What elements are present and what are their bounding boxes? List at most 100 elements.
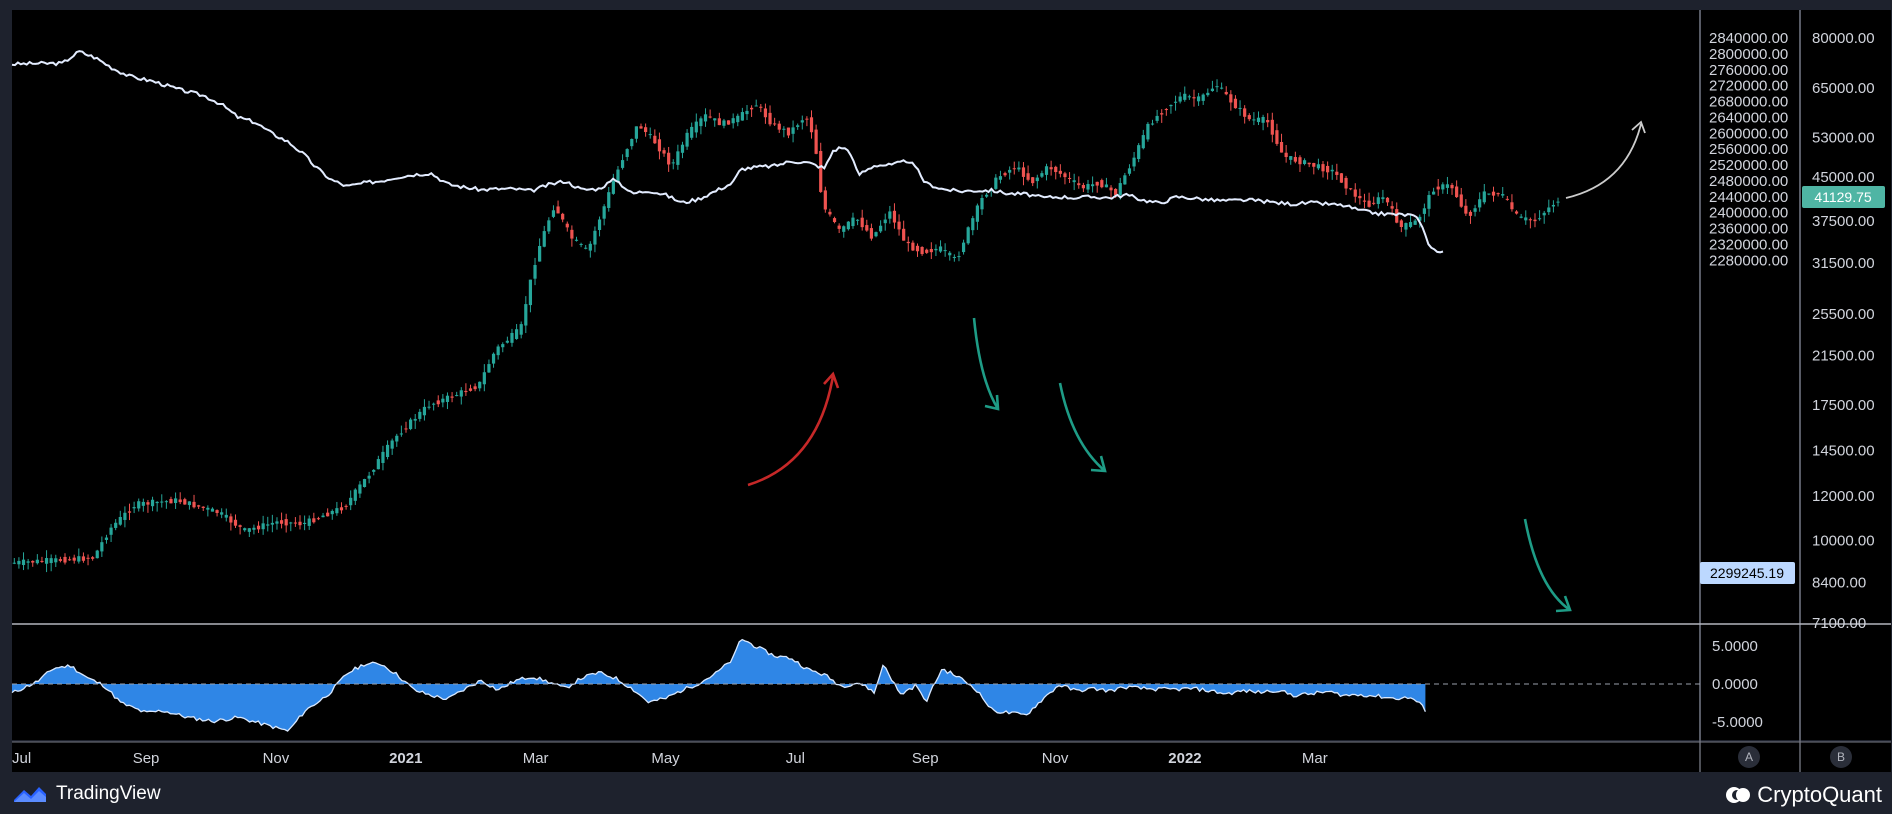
candle-body bbox=[800, 120, 804, 123]
candle-body bbox=[920, 247, 924, 255]
x-tick-label: Mar bbox=[523, 750, 549, 767]
candle-body bbox=[104, 537, 109, 540]
candle-body bbox=[625, 149, 629, 158]
candle-body bbox=[1441, 184, 1445, 190]
x-tick-label: Nov bbox=[1042, 750, 1069, 767]
candle-body bbox=[284, 519, 288, 526]
gray-up-arrow bbox=[1565, 123, 1642, 199]
candle-body bbox=[952, 256, 956, 259]
candle-body bbox=[289, 522, 293, 524]
candle-body bbox=[501, 344, 505, 348]
candle-body bbox=[95, 550, 99, 559]
candle-body bbox=[925, 249, 929, 253]
candle-body bbox=[1284, 152, 1288, 158]
right-y-axis: 80000.00 65000.00 53000.00 45000.00 37500.00… bbox=[1812, 30, 1875, 632]
candle-body bbox=[1164, 109, 1168, 111]
metric-line-series bbox=[11, 50, 1444, 254]
candle-body bbox=[1215, 86, 1219, 88]
candle-body bbox=[860, 217, 864, 228]
candle-body bbox=[399, 433, 403, 435]
teal-arrow-1 bbox=[972, 317, 1000, 410]
candle-body bbox=[330, 510, 334, 515]
candle-body bbox=[229, 516, 233, 523]
candle-body bbox=[487, 364, 491, 373]
candle-body bbox=[1468, 211, 1473, 216]
candle-body bbox=[980, 198, 984, 210]
left-tick-label: 2280000.00 bbox=[1709, 252, 1788, 269]
cryptoquant-logo[interactable]: CryptoQuant bbox=[1725, 782, 1882, 808]
line-badge-text: 2299245.19 bbox=[1710, 565, 1784, 581]
candle-body bbox=[1017, 167, 1021, 170]
candle-body bbox=[1404, 223, 1408, 230]
candle-body bbox=[1146, 123, 1150, 140]
axis-button-a[interactable]: A bbox=[1738, 746, 1760, 768]
candle-body bbox=[187, 501, 192, 506]
right-tick-label: 12000.00 bbox=[1812, 488, 1875, 505]
candle-body bbox=[118, 516, 122, 525]
right-tick-label: 14500.00 bbox=[1812, 443, 1875, 460]
x-axis: Jul Sep Nov 2021 Mar May Jul Sep Nov 2022 Mar bbox=[12, 750, 1328, 767]
candle-body bbox=[565, 223, 569, 228]
right-tick-label: 80000.00 bbox=[1812, 30, 1875, 47]
candle-body bbox=[607, 192, 611, 208]
candle-body bbox=[1427, 195, 1431, 209]
x-tick-label: Nov bbox=[263, 750, 290, 767]
candle-body bbox=[703, 114, 708, 122]
tradingview-wordmark: TradingView bbox=[56, 783, 161, 804]
gray-arrow-head bbox=[1631, 120, 1646, 134]
candle-body bbox=[1321, 164, 1325, 172]
price-label-badge: 41129.75 bbox=[1802, 186, 1885, 208]
candle-body bbox=[1496, 193, 1500, 195]
candle-body bbox=[293, 522, 297, 524]
candle-body bbox=[1104, 184, 1109, 188]
candle-body bbox=[114, 522, 118, 528]
candle-body bbox=[1178, 96, 1182, 102]
candle-body bbox=[837, 225, 841, 229]
candle-body bbox=[441, 398, 445, 403]
candle-body bbox=[1127, 168, 1132, 174]
candle-body bbox=[1114, 188, 1118, 196]
candle-body bbox=[740, 112, 744, 121]
candle-body bbox=[883, 219, 887, 224]
candle-body bbox=[722, 120, 726, 126]
candle-body bbox=[699, 118, 703, 127]
candle-body bbox=[869, 228, 874, 239]
candle-body bbox=[427, 406, 431, 408]
candle-body bbox=[708, 116, 712, 118]
candle-body bbox=[261, 523, 265, 530]
right-tick-label: 17500.00 bbox=[1812, 397, 1875, 414]
candle-body bbox=[773, 123, 777, 125]
candle-body bbox=[12, 562, 16, 564]
candle-body bbox=[1169, 104, 1173, 107]
candle-body bbox=[814, 129, 818, 154]
candle-body bbox=[1491, 191, 1496, 196]
candle-body bbox=[1040, 173, 1044, 177]
candle-body bbox=[445, 395, 450, 402]
teal-arrow-1-head bbox=[984, 394, 1000, 411]
candle-body bbox=[1418, 216, 1422, 221]
teal-arrow-3-head bbox=[1555, 595, 1572, 613]
candle-body bbox=[1091, 184, 1095, 187]
axis-button-b[interactable]: B bbox=[1830, 746, 1852, 768]
candle-body bbox=[58, 559, 62, 561]
candle-body bbox=[1307, 162, 1311, 165]
candle-body bbox=[754, 105, 758, 107]
candle-body bbox=[464, 390, 468, 393]
tradingview-logo[interactable]: TradingView bbox=[12, 783, 161, 805]
candle-body bbox=[819, 151, 823, 192]
candle-body bbox=[620, 160, 625, 168]
candle-body bbox=[1362, 200, 1367, 202]
candle-body bbox=[1031, 177, 1035, 184]
candle-body bbox=[998, 176, 1003, 180]
candle-body bbox=[1201, 94, 1205, 101]
candle-body bbox=[602, 206, 606, 219]
candle-body bbox=[482, 372, 486, 385]
candle-body bbox=[150, 499, 155, 507]
candle-body bbox=[1196, 96, 1201, 102]
candle-body bbox=[1077, 183, 1081, 186]
right-tick-label: 25500.00 bbox=[1812, 306, 1875, 323]
candle-body bbox=[1358, 195, 1362, 199]
candle-body bbox=[680, 144, 685, 153]
teal-arrow-3 bbox=[1523, 518, 1571, 612]
line-label-badge: 2299245.19 bbox=[1700, 562, 1795, 584]
